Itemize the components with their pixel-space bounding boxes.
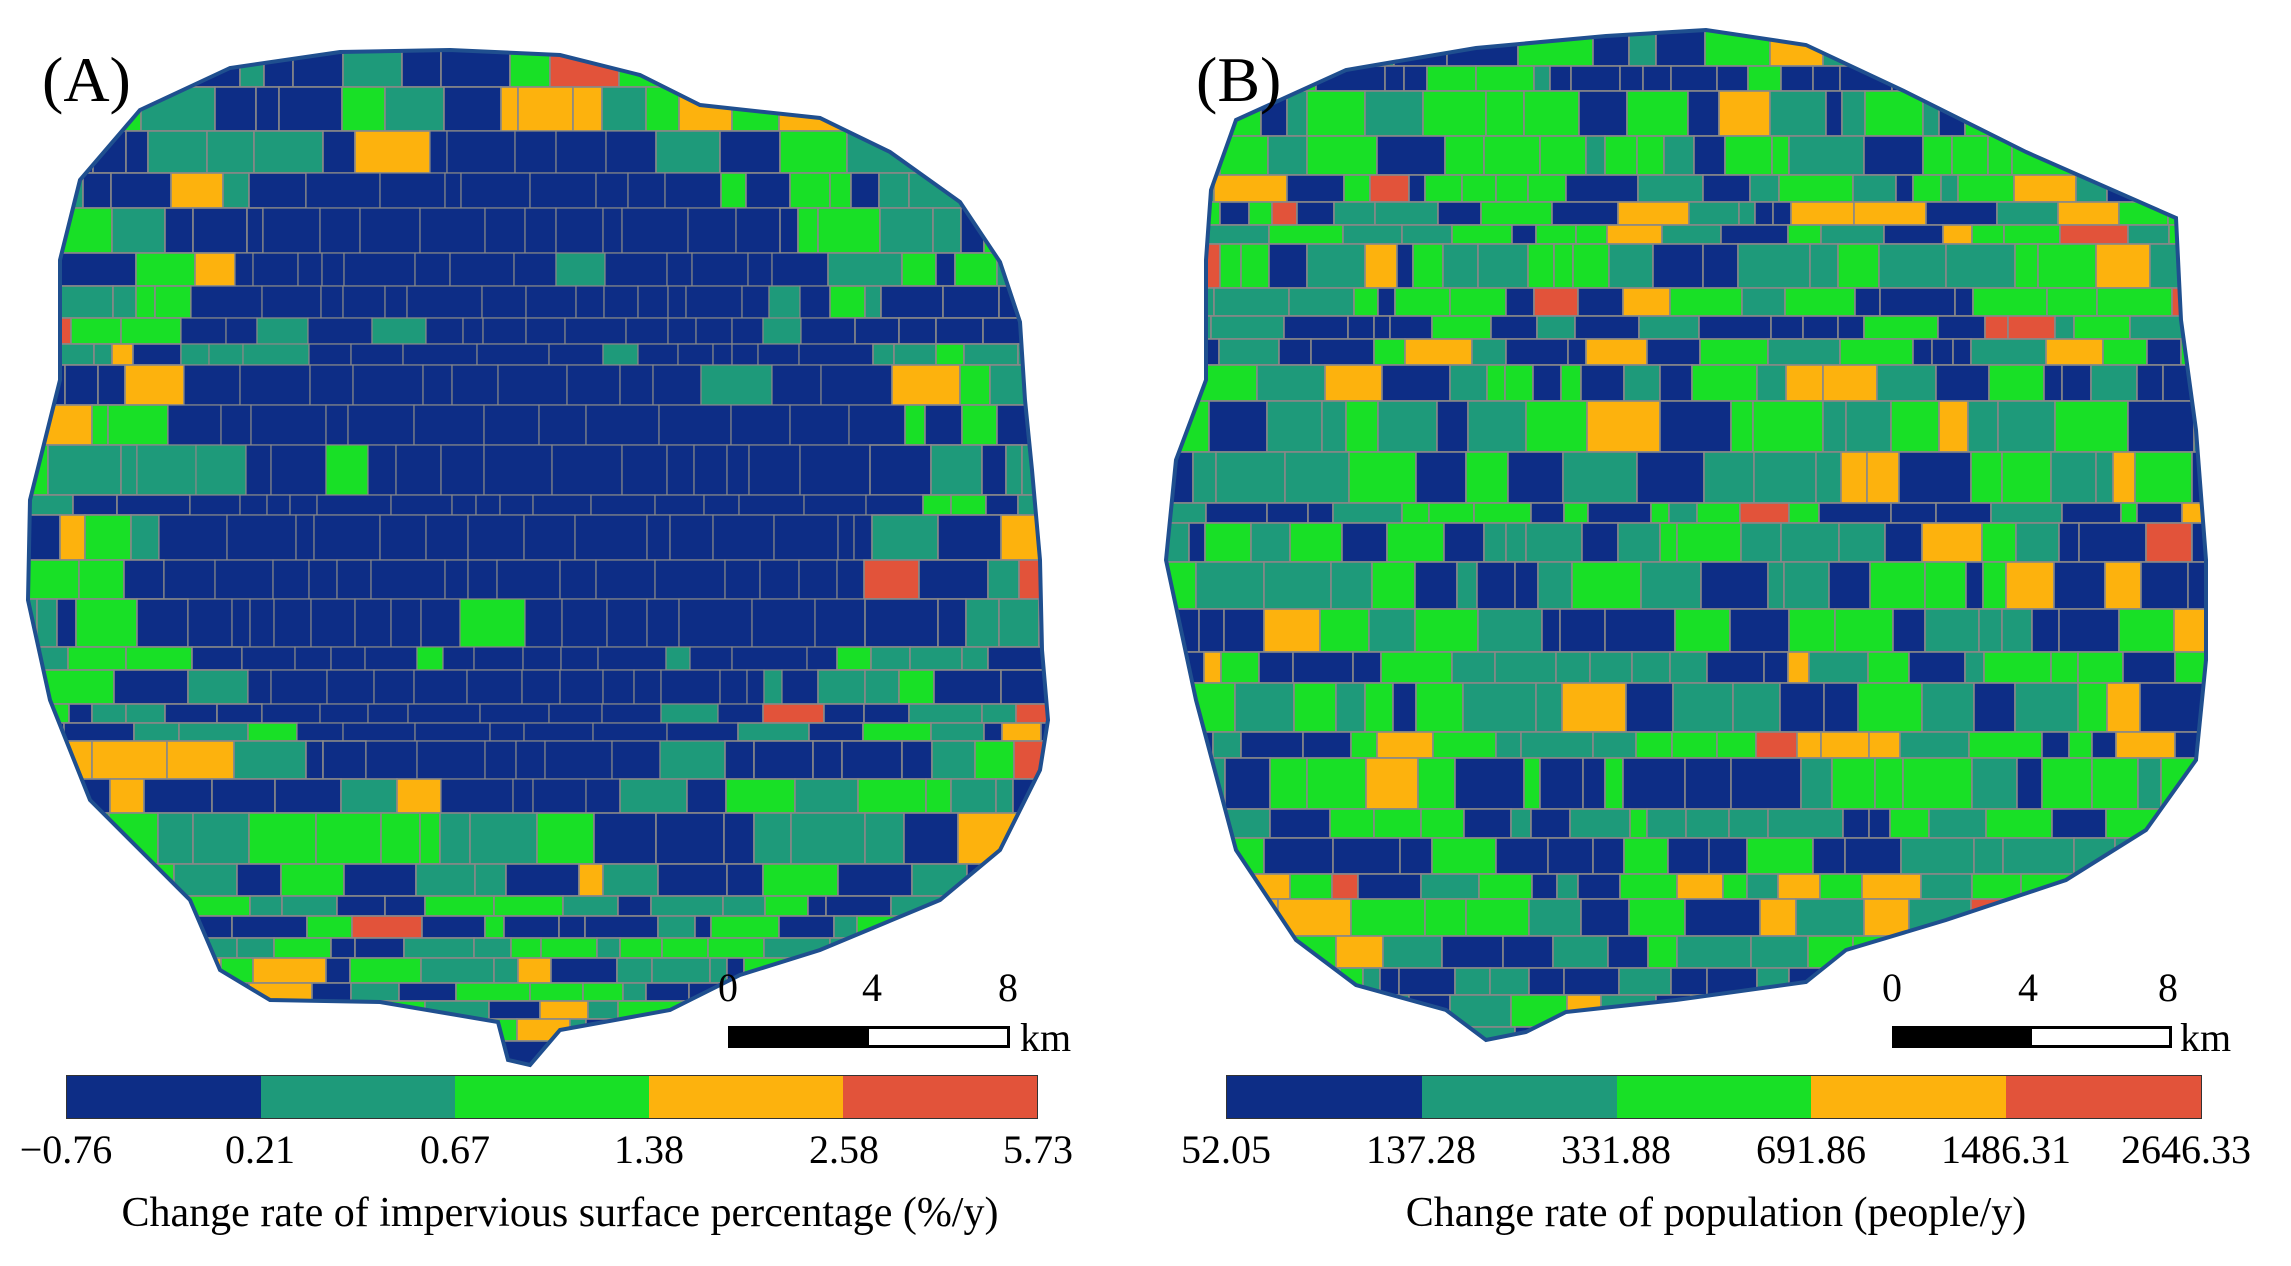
legend-swatch-3 (1616, 1076, 1812, 1118)
legend-swatch-3 (455, 1076, 649, 1118)
legend-swatch-2 (1421, 1076, 1617, 1118)
scale-unit: km (1020, 1015, 1072, 1060)
legend-break-4: 2.58 (809, 1127, 879, 1172)
legend-break-3: 691.86 (1756, 1127, 1866, 1172)
scale-tick-4: 4 (862, 965, 882, 1010)
legend-break-0: −0.76 (19, 1127, 113, 1172)
scale-tick-8: 8 (2158, 965, 2178, 1010)
legend-break-1: 0.21 (225, 1127, 295, 1172)
legend-swatch-1 (67, 1076, 261, 1118)
legend-break-5: 2646.33 (2121, 1127, 2251, 1172)
legend-title: Change rate of impervious surface percen… (121, 1190, 999, 1236)
legend-swatch-1 (1227, 1076, 1422, 1118)
legend-break-1: 137.28 (1366, 1127, 1476, 1172)
legend-break-2: 0.67 (420, 1127, 490, 1172)
legend-color-bar (1226, 1075, 2202, 1119)
legend-swatch-4 (649, 1076, 843, 1118)
legend-break-2: 331.88 (1561, 1127, 1671, 1172)
panel-label-b: (B) (1196, 44, 1282, 115)
scale-tick-0: 0 (1882, 965, 1902, 1010)
panel-label-a: (A) (42, 44, 131, 115)
scale-bar-graphic (1892, 1026, 2172, 1048)
legend-title: Change rate of population (people/y) (1405, 1190, 2027, 1236)
legend-color-bar (66, 1075, 1038, 1119)
legend-break-3: 1.38 (614, 1127, 684, 1172)
scale-tick-0: 0 (718, 965, 738, 1010)
scale-bar-graphic (728, 1026, 1010, 1048)
legend-break-5: 5.73 (1003, 1127, 1073, 1172)
legend-swatch-2 (261, 1076, 455, 1118)
scale-tick-8: 8 (998, 965, 1018, 1010)
scale-tick-4: 4 (2018, 965, 2038, 1010)
scale-unit: km (2180, 1015, 2232, 1060)
legend-break-4: 1486.31 (1941, 1127, 2071, 1172)
legend-swatch-5 (2006, 1076, 2201, 1118)
panel-a: (A) 0 4 8 km −0.76 0.21 0.67 1.38 2.58 5… (0, 0, 1145, 1266)
map-b (1163, 27, 2208, 1043)
legend-break-0: 52.05 (1181, 1127, 1271, 1172)
panel-b: (B) 0 4 8 km 52.05 137.28 331.88 691.86 … (1146, 0, 2291, 1266)
map-a (25, 47, 1051, 1068)
legend-swatch-5 (843, 1076, 1037, 1118)
legend-swatch-4 (1811, 1076, 2007, 1118)
